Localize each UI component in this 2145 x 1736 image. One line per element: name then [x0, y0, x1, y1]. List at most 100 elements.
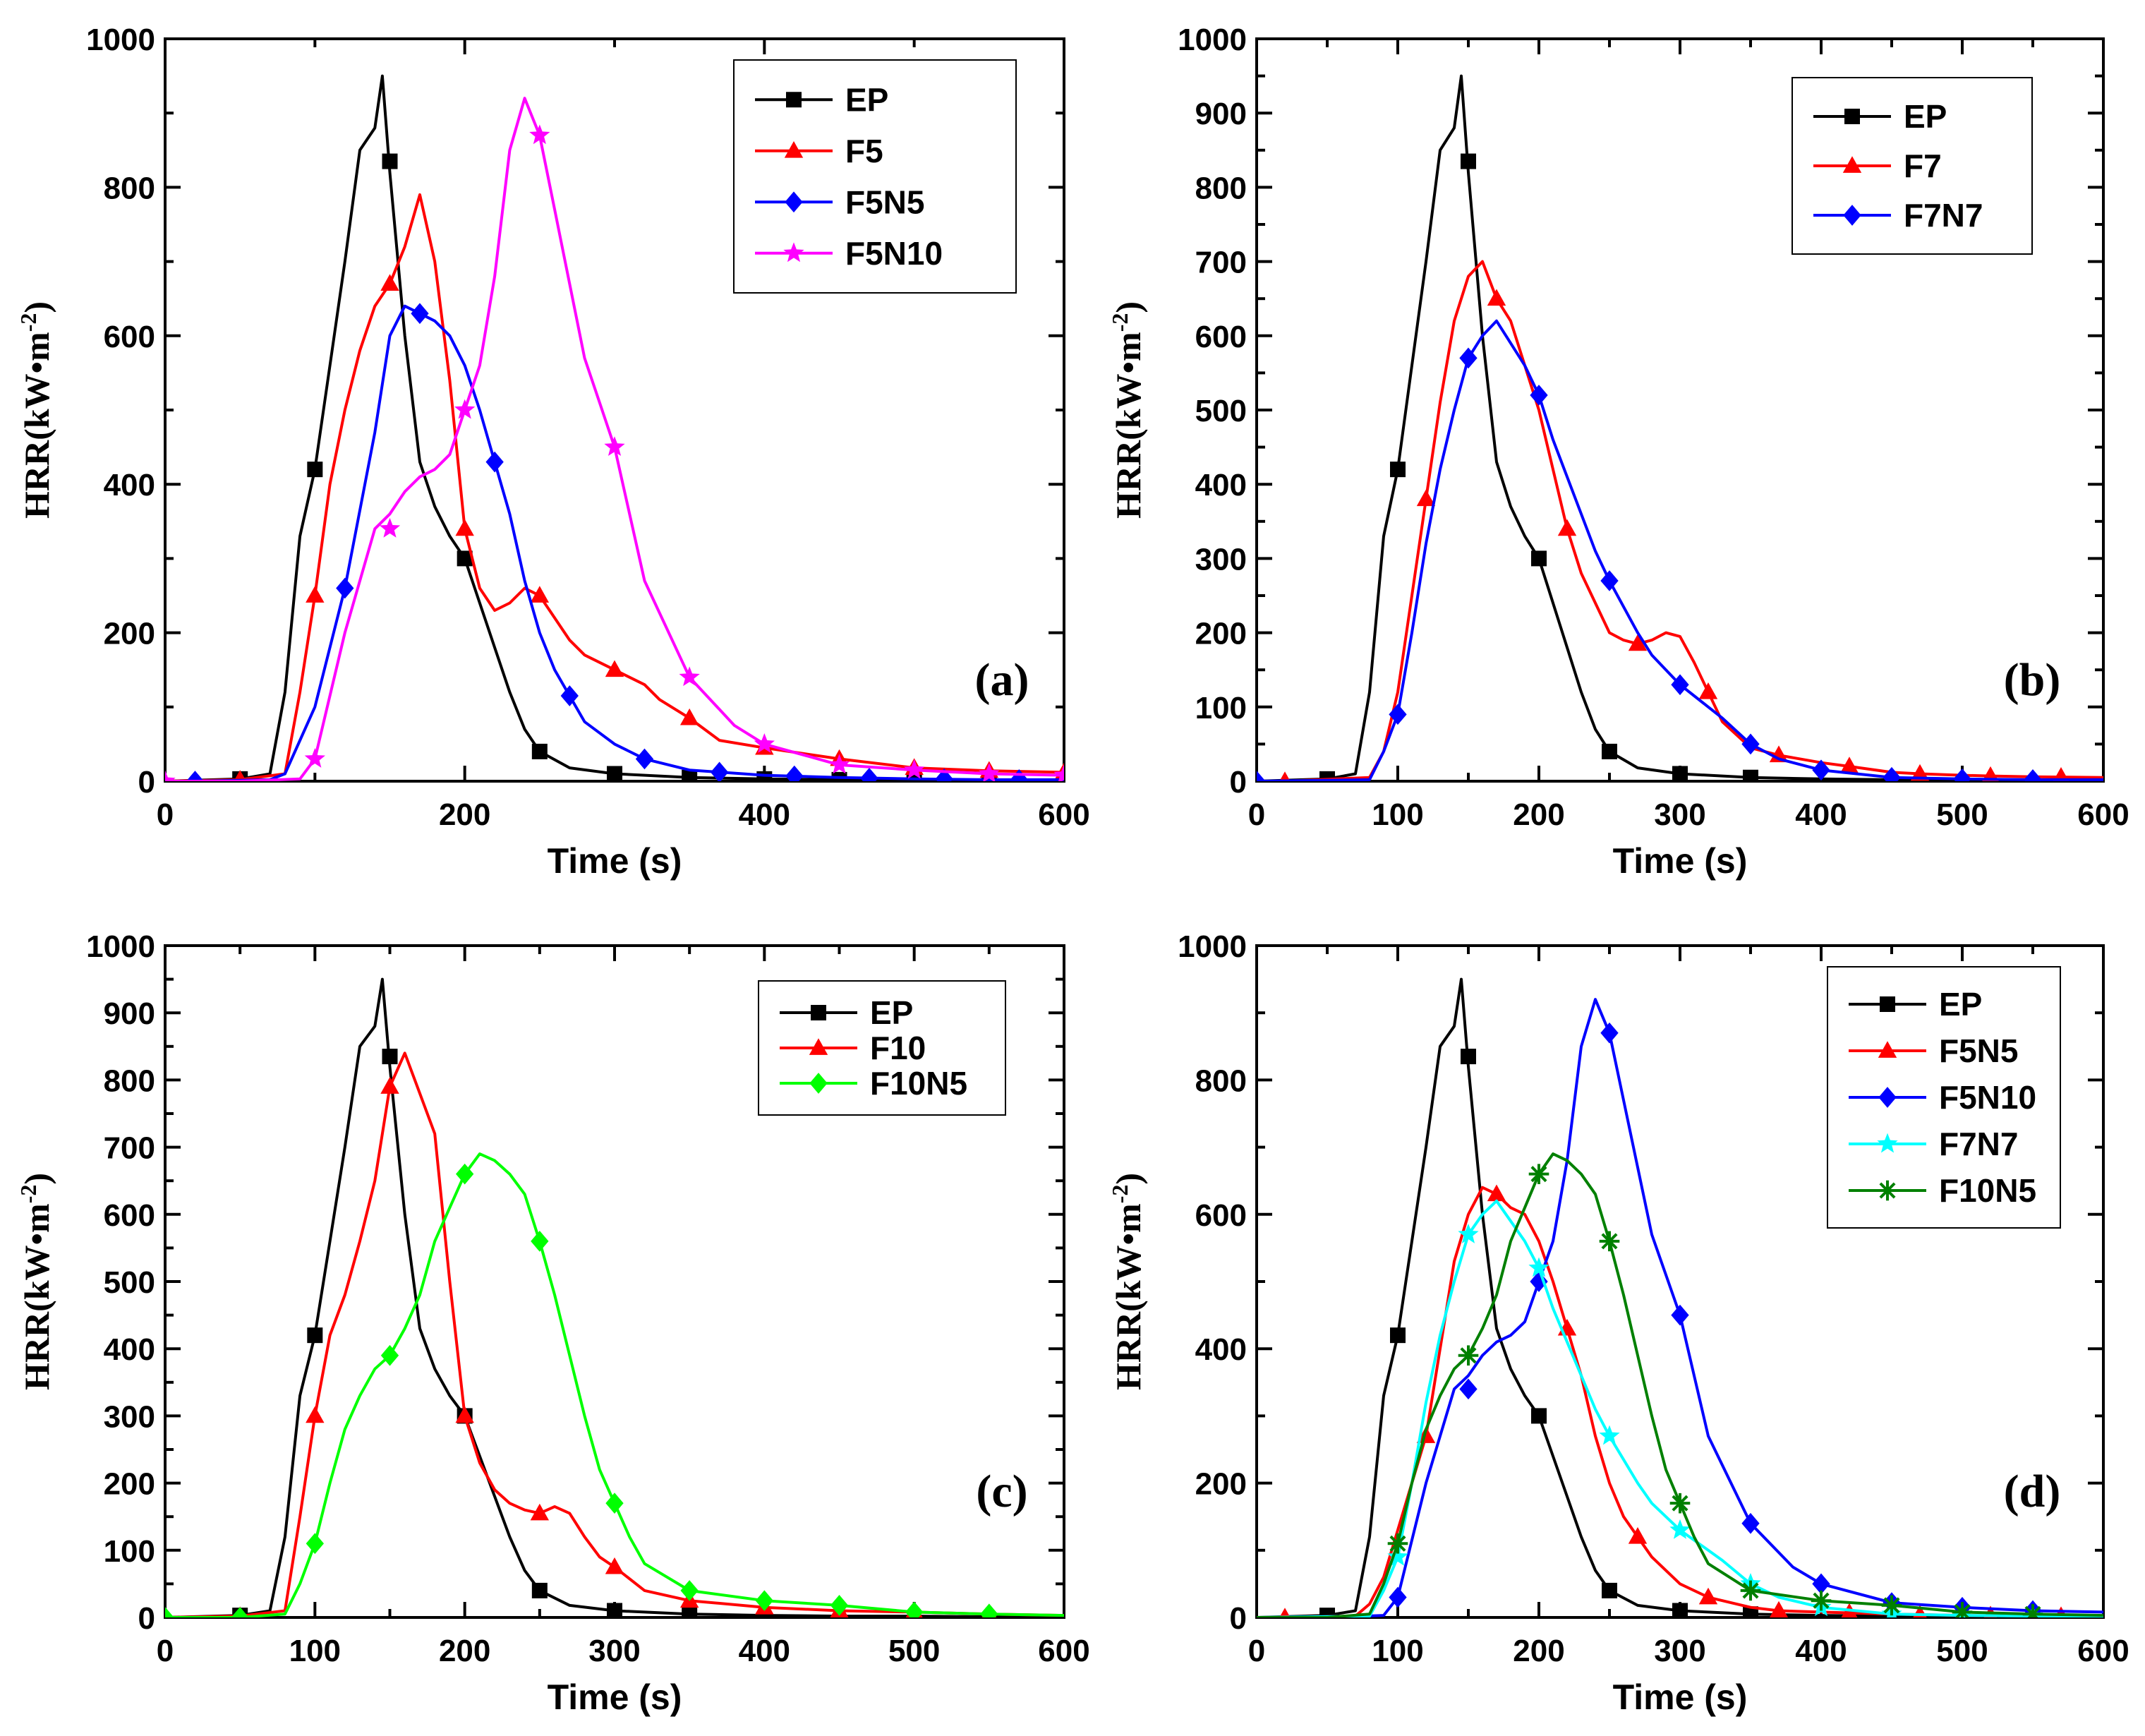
y-axis-title: HRR(kW•m-2) — [16, 1173, 56, 1390]
panel-label: (c) — [976, 1466, 1027, 1517]
y-tick-label: 300 — [104, 1399, 155, 1434]
data-point — [1671, 1304, 1689, 1326]
data-point — [1528, 1164, 1549, 1184]
x-tick-label: 600 — [1038, 797, 1089, 832]
legend-item-f5n10: F5N10 — [755, 235, 943, 272]
series-line — [1257, 1186, 2103, 1617]
data-point — [1458, 1223, 1479, 1243]
data-point — [165, 1607, 174, 1617]
data-point — [1257, 771, 1266, 781]
data-point — [530, 1503, 550, 1521]
x-tick-label: 0 — [157, 1634, 174, 1668]
data-point — [1628, 634, 1648, 651]
data-point — [1669, 1519, 1691, 1539]
data-point — [679, 666, 700, 687]
data-point — [560, 685, 579, 706]
data-point — [382, 1049, 398, 1065]
legend-item-ep: EP — [780, 994, 913, 1031]
data-point — [454, 399, 476, 419]
x-tick-label: 300 — [588, 1634, 640, 1668]
x-tick-label: 200 — [439, 1634, 490, 1668]
x-tick-label: 600 — [1038, 1634, 1089, 1668]
y-tick-label: 600 — [104, 320, 155, 354]
data-point — [1811, 1590, 1832, 1611]
data-point — [1458, 1345, 1479, 1366]
data-point — [679, 708, 699, 725]
data-point — [531, 1231, 549, 1252]
series-line — [1257, 319, 2103, 781]
data-point — [455, 519, 474, 536]
data-point — [1279, 771, 1291, 781]
asterisk-stroke — [1389, 1535, 1406, 1552]
y-tick-label: 1000 — [1178, 929, 1247, 964]
x-tick-label: 100 — [289, 1634, 341, 1668]
asterisk-stroke — [1742, 1582, 1759, 1599]
data-point — [1387, 1533, 1408, 1554]
legend-label: F5N10 — [1939, 1079, 2036, 1116]
legend-label: F7N7 — [1904, 197, 1983, 234]
legend-marker — [1878, 1041, 1897, 1058]
data-point — [1600, 570, 1619, 591]
data-point — [530, 586, 550, 603]
x-tick-label: 400 — [1795, 1634, 1847, 1668]
data-point — [234, 770, 247, 781]
x-tick-label: 0 — [157, 797, 174, 832]
legend-item-f7: F7 — [1813, 147, 1942, 184]
asterisk-stroke — [1672, 1495, 1688, 1512]
x-tick-label: 100 — [1372, 797, 1423, 832]
data-point — [1743, 769, 1758, 781]
y-tick-label: 400 — [1195, 1332, 1247, 1367]
series-line — [1257, 998, 2103, 1617]
data-point — [457, 550, 473, 567]
y-axis-title-close: ) — [1108, 1173, 1148, 1185]
legend-marker — [1844, 109, 1860, 124]
y-tick-label: 900 — [1195, 97, 1247, 131]
x-tick-label: 200 — [1513, 797, 1564, 832]
plot-data — [1257, 74, 2103, 781]
data-point — [1602, 743, 1617, 759]
data-point — [1698, 1587, 1718, 1605]
x-tick-label: 300 — [1654, 797, 1705, 832]
legend-label: F10N5 — [1939, 1172, 2036, 1209]
data-point — [904, 759, 925, 779]
x-tick-label: 200 — [439, 797, 490, 832]
data-point — [1741, 1512, 1760, 1534]
data-point — [604, 436, 625, 457]
data-point — [605, 1557, 624, 1574]
data-point — [306, 1533, 324, 1555]
series-ep — [1257, 977, 2103, 1617]
legend-marker — [1878, 1087, 1897, 1108]
series-line — [1257, 1199, 2103, 1617]
panel-c: 0 100 200 300 400 500 600 0 100 200 300 400 500 600 70… — [16, 929, 1090, 1717]
data-point — [307, 462, 323, 478]
legend-marker — [811, 1005, 826, 1020]
y-tick-label: 800 — [1195, 1063, 1247, 1098]
legend-item-f5n10: F5N10 — [1849, 1079, 2036, 1116]
legend-item-f10n5: F10N5 — [780, 1065, 967, 1102]
y-tick-label: 300 — [1195, 542, 1247, 577]
data-point — [1952, 1602, 1973, 1617]
data-point — [231, 1607, 249, 1617]
legend-label: F5 — [845, 133, 883, 169]
series-line — [165, 1051, 1064, 1617]
legend-item-ep: EP — [1849, 986, 1982, 1023]
data-point — [1740, 1580, 1761, 1601]
data-point — [307, 1327, 323, 1344]
y-tick-label: 600 — [104, 1198, 155, 1233]
data-point — [635, 748, 654, 770]
data-point — [1672, 766, 1688, 781]
legend-label: EP — [845, 81, 888, 118]
data-point — [380, 274, 399, 291]
series-line — [1257, 74, 2103, 781]
data-point — [1459, 1378, 1478, 1400]
data-point — [1279, 1608, 1291, 1617]
data-point — [1600, 1022, 1619, 1044]
data-point — [485, 451, 504, 473]
panel-d: 0 100 200 300 400 500 600 0 200 400 600 800 1000 Time… — [1107, 929, 2129, 1717]
y-tick-label: 600 — [1195, 1198, 1247, 1233]
asterisk-stroke — [1813, 1592, 1830, 1609]
data-point — [1628, 1527, 1648, 1544]
legend-label: F7 — [1904, 147, 1942, 184]
plot-data — [1257, 977, 2103, 1617]
